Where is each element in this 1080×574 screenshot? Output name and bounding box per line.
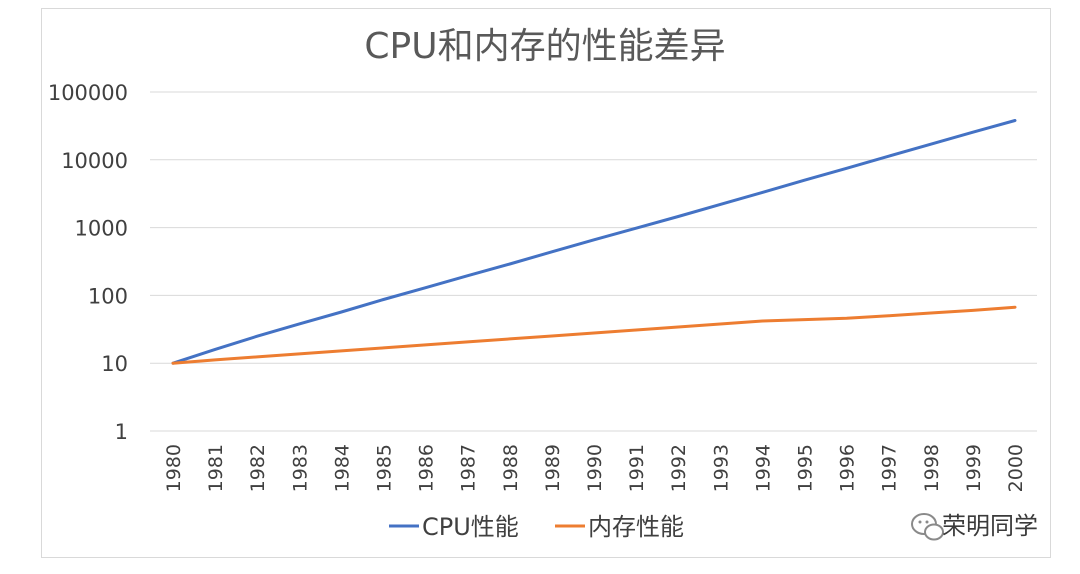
chart-title: CPU和内存的性能差异 — [364, 26, 725, 67]
watermark-text: 荣明同学 — [942, 512, 1038, 540]
legend-label: CPU性能 — [422, 513, 519, 541]
x-tick-label: 1989 — [542, 444, 564, 492]
y-tick-label: 1000 — [75, 217, 128, 241]
x-tick-label: 2000 — [1005, 444, 1027, 492]
x-tick-label: 1994 — [752, 444, 774, 492]
legend-label: 内存性能 — [588, 513, 684, 541]
grid-lines — [150, 91, 1037, 432]
x-tick-label: 1998 — [921, 444, 943, 492]
series-line-2 — [171, 305, 1017, 365]
x-tick-label: 1997 — [879, 444, 901, 492]
watermark: 荣明同学 — [911, 512, 1038, 541]
x-tick-label: 1980 — [163, 444, 185, 492]
chart-frame — [41, 8, 1051, 558]
legend: CPU性能 内存性能 — [389, 513, 684, 541]
wechat-icon — [911, 513, 944, 541]
x-tick-label: 1992 — [668, 444, 690, 492]
y-tick-label: 100000 — [48, 81, 128, 105]
y-tick-label: 1 — [115, 420, 128, 444]
x-tick-label: 1984 — [331, 444, 353, 492]
x-tick-label: 1990 — [584, 444, 606, 492]
x-tick-label: 1993 — [710, 444, 732, 492]
y-tick-label: 10 — [101, 352, 128, 376]
x-tick-label: 1996 — [837, 444, 859, 492]
y-tick-label: 10000 — [61, 149, 128, 173]
x-tick-label: 1985 — [374, 444, 396, 492]
x-tick-label: 1982 — [247, 444, 269, 492]
x-tick-label: 1999 — [963, 444, 985, 492]
x-tick-label: 1991 — [626, 444, 648, 492]
x-tick-label: 1988 — [500, 444, 522, 492]
x-tick-label: 1986 — [416, 444, 438, 492]
x-tick-label: 1995 — [795, 444, 817, 492]
x-tick-label: 1987 — [458, 444, 480, 492]
series-line-1 — [171, 119, 1017, 365]
y-tick-label: 100 — [88, 284, 128, 308]
x-axis-ticks: 1980 1981 1982 1983 1984 1985 1986 1987 1988 1989… — [163, 444, 1027, 492]
series-lines — [171, 119, 1017, 365]
x-tick-label: 1983 — [289, 444, 311, 492]
y-axis-ticks: 1 10 100 1000 10000 100000 — [48, 81, 128, 444]
x-tick-label: 1981 — [205, 444, 227, 492]
